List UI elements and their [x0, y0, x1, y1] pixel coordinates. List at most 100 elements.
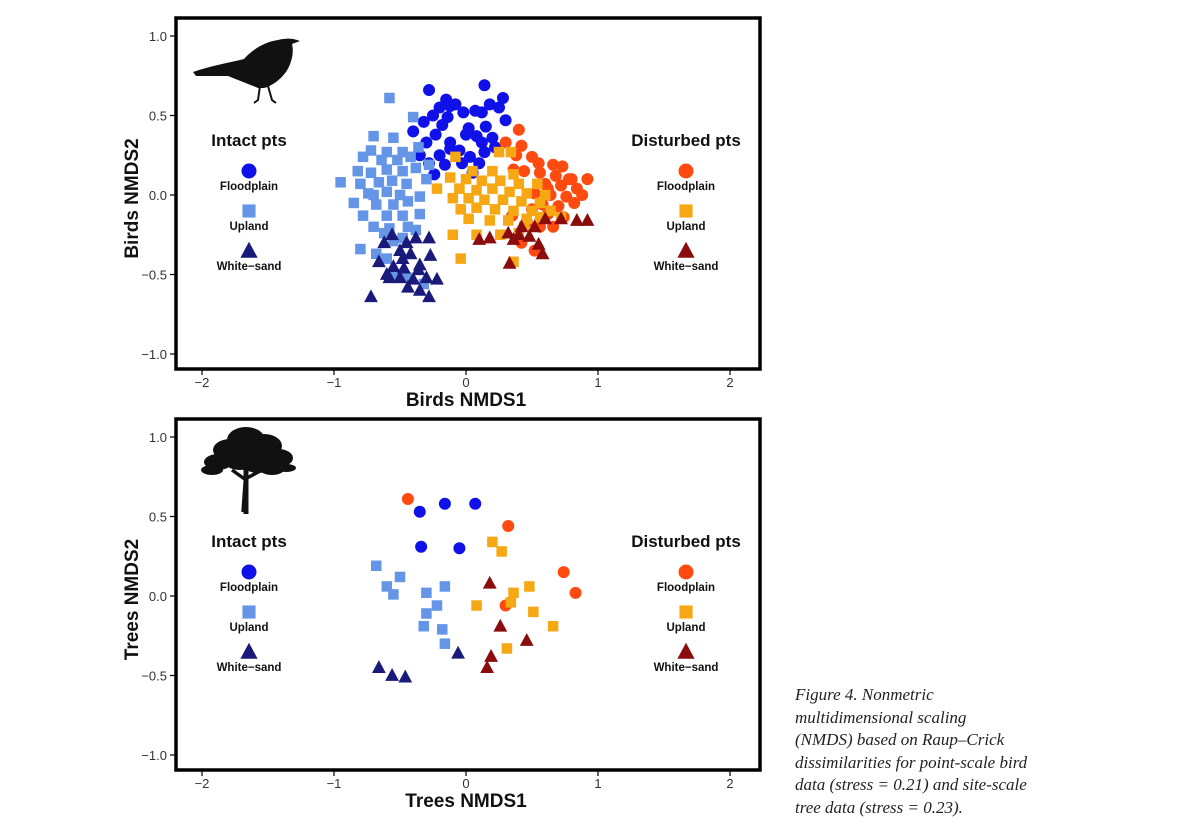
data-point: [545, 205, 556, 217]
legend-label: Upland: [667, 622, 706, 634]
data-point: [384, 223, 395, 234]
data-point: [495, 175, 506, 186]
data-point: [447, 192, 459, 204]
data-point: [357, 151, 369, 163]
data-point: [451, 645, 465, 659]
data-point: [493, 101, 505, 114]
y-tick-label: 0.0: [149, 188, 167, 203]
tree-icon: [201, 427, 296, 514]
data-point: [480, 660, 495, 673]
data-point: [412, 257, 427, 271]
data-point: [487, 536, 498, 548]
data-point: [398, 669, 413, 683]
data-point: [348, 197, 360, 209]
legend-marker: [241, 564, 257, 580]
data-point: [364, 289, 378, 303]
data-point: [471, 229, 482, 240]
y-tick-label: 1.0: [149, 29, 167, 44]
data-point: [368, 130, 379, 142]
legend-title: Intact pts: [211, 532, 287, 551]
data-point: [407, 125, 420, 138]
data-point: [549, 169, 562, 182]
legend-label: Floodplain: [220, 582, 278, 594]
data-point: [438, 497, 451, 510]
legend-marker: [240, 241, 258, 258]
caption-line: (NMDS) based on Raup–Crick: [795, 730, 1005, 749]
data-point: [524, 581, 535, 592]
data-point: [436, 624, 448, 635]
data-point: [534, 212, 546, 223]
data-point: [526, 205, 538, 217]
data-point: [505, 146, 517, 158]
data-point: [388, 199, 399, 210]
data-point: [376, 154, 387, 166]
data-point: [419, 270, 434, 284]
x-tick-label: 2: [726, 776, 733, 791]
data-point: [457, 106, 470, 119]
data-point: [388, 235, 399, 247]
data-point: [479, 120, 492, 133]
data-point: [506, 232, 521, 245]
data-point: [405, 151, 416, 163]
legend: Disturbed pts Floodplain Upland White−sand: [631, 532, 741, 674]
x-tick-label: −2: [195, 375, 210, 390]
legend-label: Upland: [230, 221, 269, 233]
data-point: [381, 146, 393, 158]
y-axis-title: Birds NMDS2: [122, 138, 143, 258]
legend-marker: [678, 564, 694, 580]
data-point: [401, 493, 414, 506]
data-point: [370, 560, 382, 572]
data-point: [568, 196, 581, 209]
data-point: [501, 643, 513, 654]
legend-marker: [679, 204, 693, 218]
data-point: [463, 192, 474, 204]
data-point: [502, 215, 514, 226]
plot-frame: [174, 16, 762, 371]
data-point: [415, 540, 428, 553]
legend: Intact pts Floodplain Upland White−sand: [211, 532, 287, 674]
legend-label: White−sand: [654, 662, 719, 674]
data-point: [469, 497, 482, 510]
y-tick-label: 0.5: [149, 109, 167, 124]
data-point: [379, 267, 394, 280]
data-point: [508, 587, 519, 599]
data-point: [499, 114, 512, 127]
data-point: [527, 219, 542, 233]
data-point: [460, 173, 472, 185]
data-point: [521, 213, 532, 225]
figure-caption: Figure 4. Nonmetric multidimensional sca…: [795, 684, 1095, 819]
data-point: [508, 205, 519, 217]
data-point: [554, 211, 568, 225]
data-point: [497, 194, 509, 206]
data-point: [406, 271, 421, 285]
data-point: [397, 146, 408, 158]
data-point: [421, 173, 432, 185]
data-point: [454, 183, 465, 194]
data-point: [580, 213, 595, 226]
data-point: [385, 668, 399, 681]
caption-line: dissimilarities for point-scale bird: [795, 752, 1028, 772]
data-point: [393, 270, 407, 284]
data-point: [397, 210, 408, 221]
data-point: [471, 600, 482, 611]
data-point: [502, 520, 515, 533]
data-point: [562, 173, 575, 186]
caption-line: data (stress = 0.21) and site-scale: [795, 775, 1027, 794]
data-point: [472, 232, 487, 245]
data-point: [399, 235, 414, 249]
caption-line: multidimensional scaling: [795, 707, 967, 727]
legend-marker: [241, 163, 257, 179]
data-point: [381, 186, 393, 198]
data-point: [519, 633, 534, 646]
legend: Intact pts Floodplain Upland White−sand: [211, 131, 287, 273]
data-point: [487, 183, 498, 194]
data-point: [407, 111, 419, 123]
data-point: [410, 224, 422, 236]
data-point: [397, 165, 408, 177]
y-tick-label: 0.0: [149, 589, 167, 604]
data-point: [533, 166, 546, 179]
data-point: [368, 221, 379, 233]
data-point: [528, 606, 539, 618]
data-point: [483, 98, 496, 111]
